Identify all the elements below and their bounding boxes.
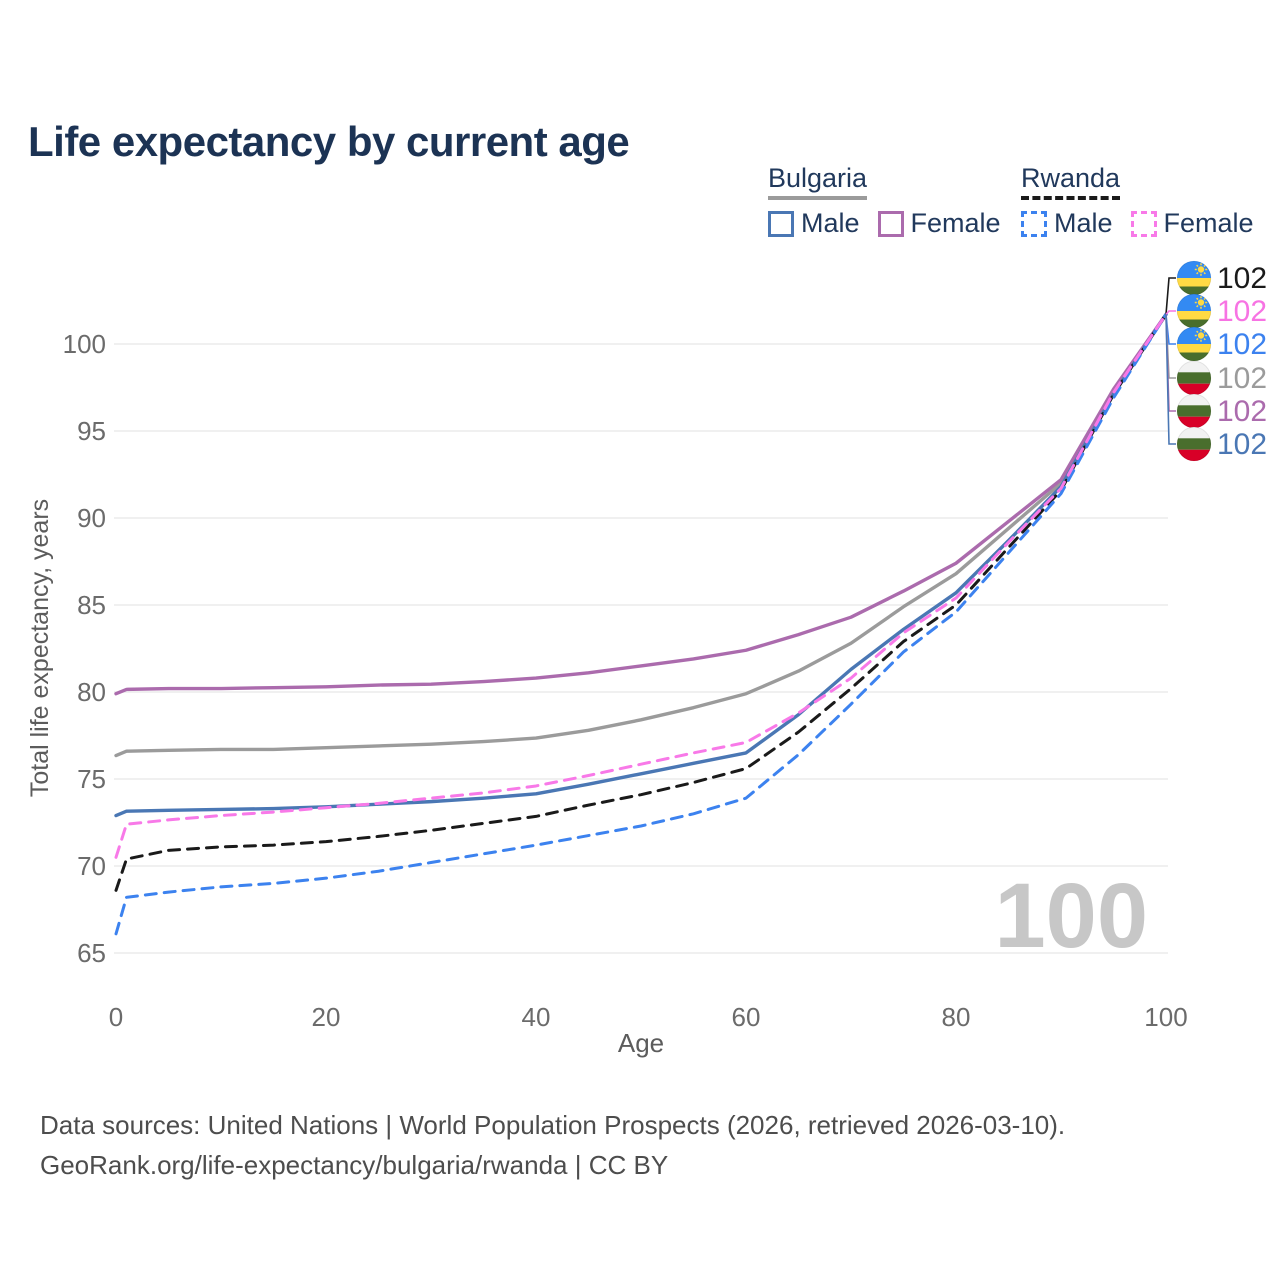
bulgaria-flag-icon — [1177, 394, 1211, 428]
end-label-connector — [1165, 314, 1176, 445]
end-label-connector — [1165, 277, 1176, 315]
x-tick-label: 0 — [109, 1002, 123, 1032]
y-tick-label: 65 — [77, 938, 106, 968]
legend-item-rwanda-male[interactable]: Male — [1021, 208, 1113, 239]
legend-group-rwanda: Rwanda Male Female — [1021, 163, 1254, 239]
y-tick-label: 95 — [77, 416, 106, 446]
y-tick-label: 70 — [77, 851, 106, 881]
rwanda-flag-icon — [1177, 294, 1211, 328]
legend-item-bulgaria-male[interactable]: Male — [768, 208, 860, 239]
y-tick-label: 100 — [63, 329, 106, 359]
data-source-text: Data sources: United Nations | World Pop… — [40, 1110, 1066, 1140]
x-tick-label: 60 — [732, 1002, 761, 1032]
x-tick-label: 80 — [942, 1002, 971, 1032]
end-label-connector — [1165, 310, 1176, 315]
y-axis-title: Total life expectancy, years — [26, 499, 54, 797]
rwanda-flag-icon — [1177, 327, 1211, 361]
x-axis-title: Age — [618, 1028, 664, 1058]
bulgaria-flag-icon — [1177, 361, 1211, 395]
y-tick-label: 75 — [77, 764, 106, 794]
end-value-label: 102 — [1217, 362, 1267, 395]
rwanda-female-swatch-icon — [1130, 210, 1157, 237]
flag-ring — [1176, 426, 1212, 462]
attribution-text: GeoRank.org/life-expectancy/bulgaria/rwa… — [40, 1150, 669, 1180]
series-line-rwanda-female[interactable] — [114, 312, 1168, 859]
x-tick-label: 100 — [1144, 1002, 1187, 1032]
legend-item-label: Male — [1054, 208, 1113, 238]
end-value-label: 102 — [1217, 328, 1267, 361]
series-line-bulgaria-male[interactable] — [114, 312, 1168, 818]
series-line-rwanda[interactable] — [114, 312, 1168, 892]
x-tick-label: 40 — [522, 1002, 551, 1032]
legend-group-bulgaria: Bulgaria Male Female — [768, 163, 1001, 239]
legend-item-bulgaria-female[interactable]: Female — [877, 208, 1001, 239]
legend-item-label: Female — [1163, 208, 1254, 238]
rwanda-male-swatch-icon — [1021, 210, 1047, 237]
series-line-bulgaria-female[interactable] — [114, 312, 1168, 696]
age-watermark: 100 — [995, 865, 1149, 967]
end-value-label: 102 — [1217, 428, 1267, 461]
legend-item-label: Male — [801, 208, 860, 238]
y-tick-label: 85 — [77, 590, 106, 620]
legend-item-label: Female — [910, 208, 1001, 238]
bulgaria-male-swatch-icon — [768, 210, 794, 237]
end-value-label: 102 — [1217, 395, 1267, 428]
chart-footer: Data sources: United Nations | World Pop… — [40, 1105, 1065, 1185]
flag-ring — [1176, 326, 1212, 362]
bulgaria-flag-icon — [1177, 427, 1211, 461]
series-line-bulgaria[interactable] — [114, 312, 1168, 758]
end-value-label: 102 — [1217, 295, 1267, 328]
page-title: Life expectancy by current age — [28, 118, 630, 166]
end-value-label: 102 — [1217, 262, 1267, 295]
x-tick-label: 20 — [312, 1002, 341, 1032]
y-tick-label: 80 — [77, 677, 106, 707]
bulgaria-female-swatch-icon — [877, 210, 904, 237]
y-tick-label: 90 — [77, 503, 106, 533]
series-line-rwanda-male[interactable] — [114, 312, 1168, 936]
legend-country-bulgaria[interactable]: Bulgaria — [768, 163, 868, 200]
legend-country-rwanda[interactable]: Rwanda — [1021, 163, 1121, 200]
legend-item-rwanda-female[interactable]: Female — [1130, 208, 1254, 239]
rwanda-flag-icon — [1177, 261, 1211, 295]
